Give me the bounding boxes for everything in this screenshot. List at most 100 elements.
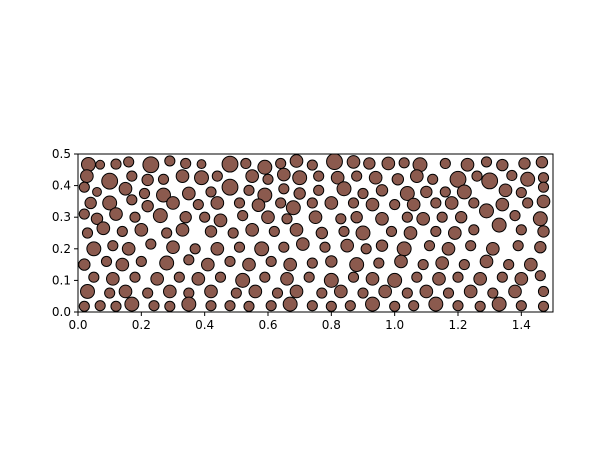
particle-marker [134,223,149,237]
particle-marker [442,287,455,299]
particle-marker [175,223,190,237]
particle-marker [536,194,551,209]
particle-marker [110,300,122,312]
particle-marker [109,207,123,221]
particle-marker [289,223,304,237]
particle-marker [141,173,154,187]
particle-marker [326,154,343,170]
particle-marker [338,225,350,237]
particle-marker [259,271,271,283]
particle-marker [189,243,201,255]
particle-marker [396,241,412,257]
y-tick-label: 0.0 [52,305,71,319]
particle-marker [116,225,128,237]
particle-marker [375,239,389,252]
particle-marker [430,197,442,209]
particle-marker [78,258,91,271]
particle-marker [315,226,329,240]
particle-marker [506,169,518,182]
particle-marker [537,300,550,312]
particle-marker [289,154,304,168]
particle-marker [181,296,197,312]
particle-marker [251,198,266,213]
particle-marker [265,300,277,312]
particle-marker [385,225,398,237]
particle-marker [349,257,365,273]
particle-marker [78,181,90,193]
particle-marker [152,208,168,224]
particle-marker [306,300,318,312]
particle-marker [423,240,436,252]
particle-marker [323,272,339,288]
particle-marker [199,211,211,223]
particle-marker [394,254,408,269]
y-axis: 0.0 0.1 0.2 0.3 0.4 0.5 [52,147,78,319]
particle-marker [196,159,207,170]
particle-marker [420,185,433,199]
particle-marker [454,211,468,224]
particle-marker [142,287,154,299]
particle-marker [124,296,140,312]
particle-marker [515,300,527,312]
particle-marker [191,271,206,286]
particle-marker [452,300,464,312]
particle-marker [80,283,95,299]
particle-marker [78,300,90,312]
particle-marker [245,169,259,183]
particle-marker [277,167,291,182]
particle-marker [403,226,418,240]
particle-marker [534,241,547,254]
particle-marker [313,170,325,182]
particle-marker [138,187,151,200]
axes-frame [77,153,554,313]
particle-marker [285,200,301,216]
particle-marker [293,187,306,200]
particle-marker [444,196,459,210]
particle-marker [408,300,420,312]
particle-marker [432,271,446,286]
particle-marker [357,187,369,200]
particle-marker [180,157,192,170]
particle-marker [498,183,513,198]
particle-marker [306,159,318,171]
particle-marker [214,271,227,283]
particle-marker [303,271,315,283]
particle-marker [365,197,380,212]
particle-marker [118,181,133,196]
particle-marker [204,284,218,299]
particle-marker [257,159,273,175]
particle-marker [391,173,405,186]
particle-marker [135,255,147,268]
particle-marker [141,199,154,213]
x-tick-label: 1.0 [385,318,404,332]
particle-marker [387,272,403,288]
particle-marker [81,227,94,239]
particle-marker [486,241,500,256]
particle-marker [430,225,442,237]
particle-marker [308,210,323,225]
particle-marker [495,197,510,212]
particle-marker [435,256,450,270]
particle-marker [350,211,363,224]
y-tick-label: 0.1 [52,273,71,287]
particle-marker [460,157,475,172]
particle-marker [389,300,401,312]
particle-marker [157,173,170,185]
particle-marker [373,257,385,269]
particle-marker [306,197,318,209]
particle-marker [537,172,550,184]
particle-marker [325,255,338,268]
particle-marker [161,227,173,239]
particle-marker [537,285,550,298]
particle-marker [480,156,493,168]
particle-marker [210,241,225,256]
particle-marker [90,212,104,225]
particle-marker [360,243,372,255]
particle-marker [78,208,90,220]
particle-marker [399,186,415,201]
particle-marker [84,196,97,210]
particle-marker [534,270,546,282]
particle-marker [427,173,439,185]
particle-marker [96,221,111,236]
particle-marker [205,300,217,312]
